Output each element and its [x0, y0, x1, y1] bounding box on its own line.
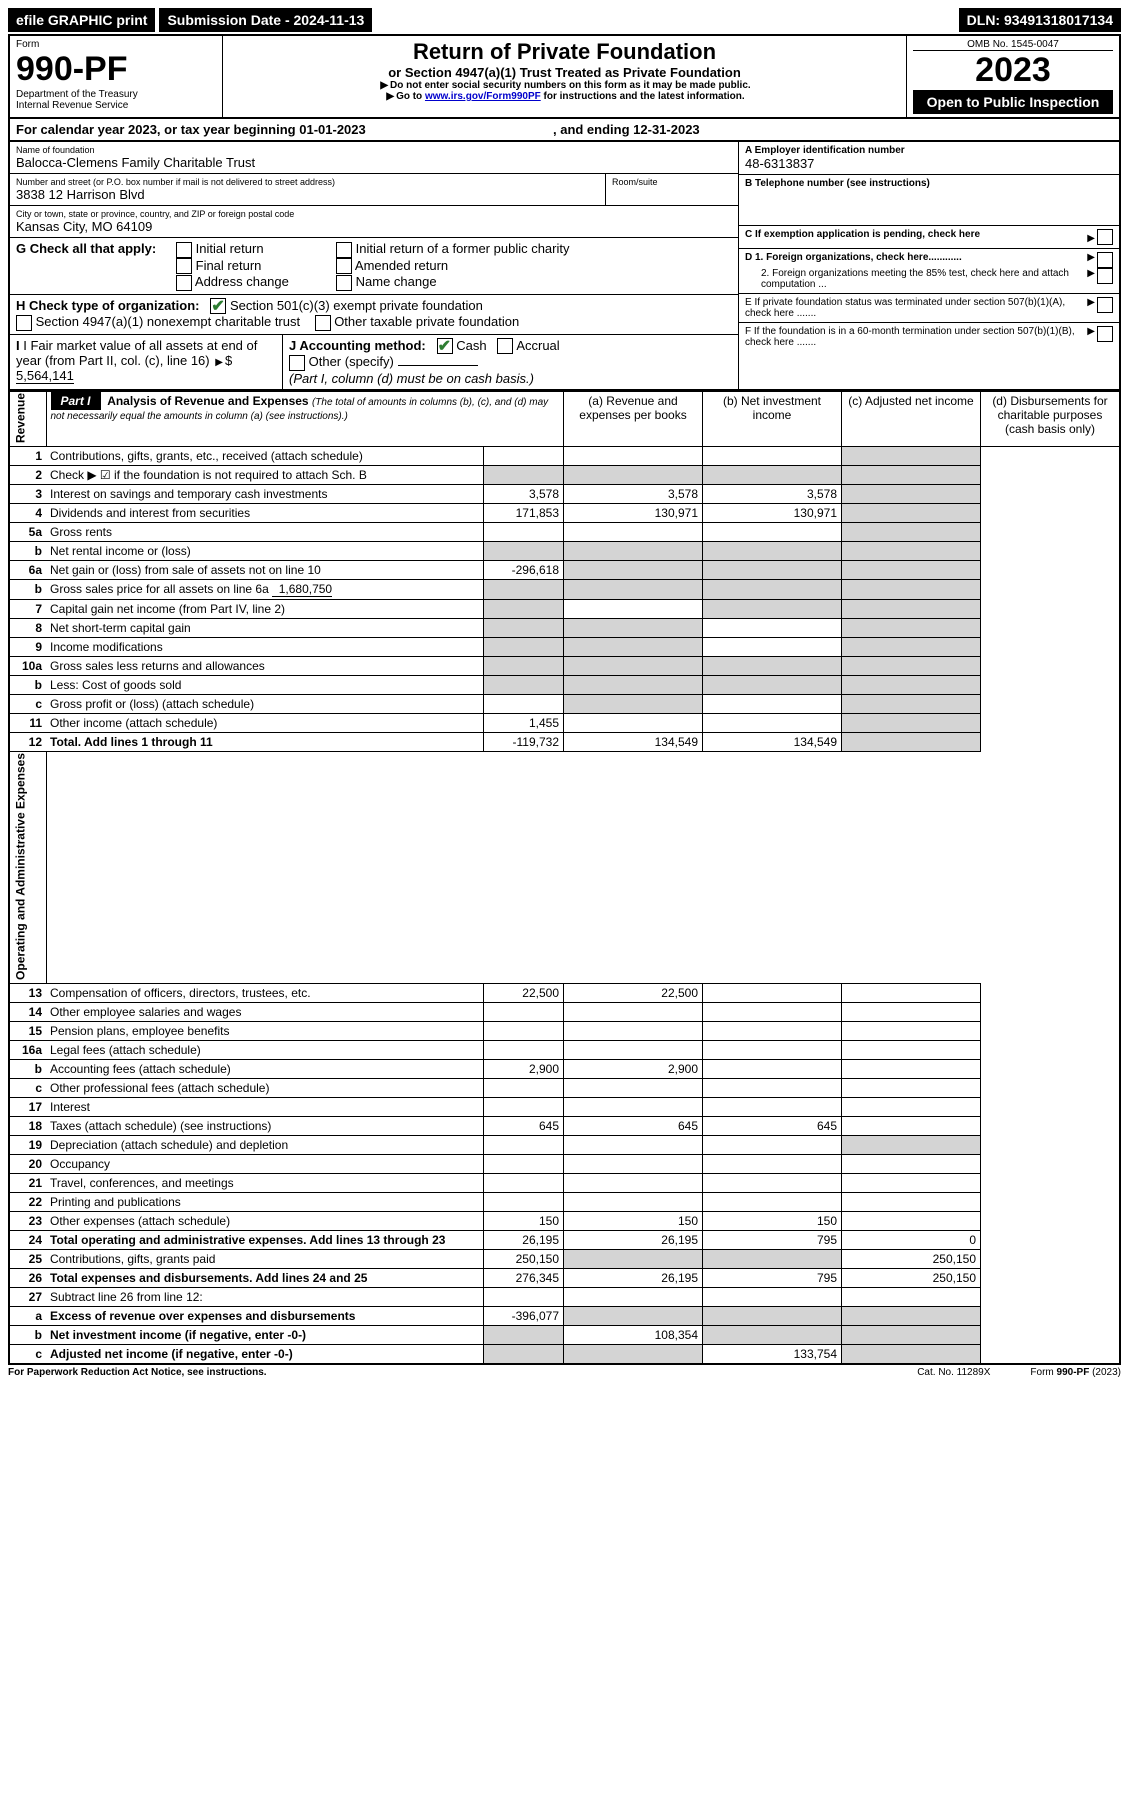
- initial-return-checkbox[interactable]: [176, 242, 192, 258]
- d1-checkbox[interactable]: [1097, 252, 1113, 268]
- table-row: bGross sales price for all assets on lin…: [9, 579, 1120, 599]
- table-row: 25Contributions, gifts, grants paid250,1…: [9, 1249, 1120, 1268]
- table-row: 9Income modifications: [9, 637, 1120, 656]
- fmv-value: 5,564,141: [16, 368, 74, 384]
- table-row: 23Other expenses (attach schedule)150150…: [9, 1211, 1120, 1230]
- other-taxable-checkbox[interactable]: [315, 315, 331, 331]
- city: Kansas City, MO 64109: [16, 219, 732, 234]
- table-row: bLess: Cost of goods sold: [9, 675, 1120, 694]
- tax-year: 2023: [913, 51, 1113, 90]
- h-org-type: H Check type of organization: Section 50…: [10, 295, 738, 335]
- col-c-header: (c) Adjusted net income: [842, 391, 981, 446]
- g-check-all: G Check all that apply: Initial return F…: [10, 238, 738, 295]
- page-footer: For Paperwork Reduction Act Notice, see …: [8, 1367, 1121, 1378]
- table-row: bNet investment income (if negative, ent…: [9, 1325, 1120, 1344]
- omb: OMB No. 1545-0047: [913, 39, 1113, 51]
- form-header: Form 990-PF Department of the Treasury I…: [8, 34, 1121, 119]
- table-row: 19Depreciation (attach schedule) and dep…: [9, 1135, 1120, 1154]
- form990pf-link[interactable]: www.irs.gov/Form990PF: [425, 91, 541, 102]
- c-checkbox[interactable]: [1097, 229, 1113, 245]
- other-accounting-checkbox[interactable]: [289, 355, 305, 371]
- table-row: 20Occupancy: [9, 1154, 1120, 1173]
- table-row: bAccounting fees (attach schedule)2,9002…: [9, 1059, 1120, 1078]
- table-row: 18Taxes (attach schedule) (see instructi…: [9, 1116, 1120, 1135]
- f-checkbox[interactable]: [1097, 326, 1113, 342]
- table-row: 21Travel, conferences, and meetings: [9, 1173, 1120, 1192]
- bullet1: Do not enter social security numbers on …: [390, 80, 751, 91]
- table-row: 12Total. Add lines 1 through 11-119,7321…: [9, 732, 1120, 751]
- cash-checkbox[interactable]: [437, 338, 453, 354]
- table-row: bNet rental income or (loss): [9, 541, 1120, 560]
- table-row: 3Interest on savings and temporary cash …: [9, 484, 1120, 503]
- entity-block: Name of foundation Balocca-Clemens Famil…: [8, 142, 1121, 391]
- table-row: 26Total expenses and disbursements. Add …: [9, 1268, 1120, 1287]
- table-row: cGross profit or (loss) (attach schedule…: [9, 694, 1120, 713]
- table-row: 7Capital gain net income (from Part IV, …: [9, 599, 1120, 618]
- table-row: 14Other employee salaries and wages: [9, 1002, 1120, 1021]
- name-change-checkbox[interactable]: [336, 275, 352, 291]
- table-row: 8Net short-term capital gain: [9, 618, 1120, 637]
- table-row: 4Dividends and interest from securities1…: [9, 503, 1120, 522]
- submission-date: Submission Date - 2024-11-13: [159, 8, 372, 32]
- table-row: 2Check ▶ ☑ if the foundation is not requ…: [9, 465, 1120, 484]
- form-number: 990-PF: [16, 50, 216, 89]
- table-row: 24Total operating and administrative exp…: [9, 1230, 1120, 1249]
- col-b-header: (b) Net investment income: [703, 391, 842, 446]
- open-public: Open to Public Inspection: [913, 90, 1113, 114]
- table-row: 16aLegal fees (attach schedule): [9, 1040, 1120, 1059]
- dept1: Department of the Treasury: [16, 89, 216, 100]
- col-d-header: (d) Disbursements for charitable purpose…: [981, 391, 1121, 446]
- accrual-checkbox[interactable]: [497, 338, 513, 354]
- address-change-checkbox[interactable]: [176, 275, 192, 291]
- form-subtitle: or Section 4947(a)(1) Trust Treated as P…: [229, 65, 900, 80]
- efile-label[interactable]: efile GRAPHIC print: [8, 8, 155, 32]
- revenue-label: Revenue: [9, 391, 46, 446]
- part1-label: Part I: [51, 392, 101, 410]
- table-row: 6aNet gain or (loss) from sale of assets…: [9, 560, 1120, 579]
- table-row: cOther professional fees (attach schedul…: [9, 1078, 1120, 1097]
- d2-checkbox[interactable]: [1097, 268, 1113, 284]
- table-row: 11Other income (attach schedule)1,455: [9, 713, 1120, 732]
- e-checkbox[interactable]: [1097, 297, 1113, 313]
- initial-former-checkbox[interactable]: [336, 242, 352, 258]
- amended-return-checkbox[interactable]: [336, 258, 352, 274]
- calendar-year-line: For calendar year 2023, or tax year begi…: [8, 119, 1121, 142]
- form-title: Return of Private Foundation: [229, 39, 900, 65]
- table-row: 1Contributions, gifts, grants, etc., rec…: [9, 446, 1120, 465]
- table-row: 10aGross sales less returns and allowanc…: [9, 656, 1120, 675]
- dept2: Internal Revenue Service: [16, 100, 216, 111]
- expenses-label: Operating and Administrative Expenses: [9, 751, 46, 983]
- table-row: 5aGross rents: [9, 522, 1120, 541]
- table-row: 17Interest: [9, 1097, 1120, 1116]
- table-row: 13Compensation of officers, directors, t…: [9, 983, 1120, 1002]
- col-a-header: (a) Revenue and expenses per books: [564, 391, 703, 446]
- part1-table: Revenue Part I Analysis of Revenue and E…: [8, 391, 1121, 1365]
- street: 3838 12 Harrison Blvd: [16, 187, 599, 202]
- foundation-name: Balocca-Clemens Family Charitable Trust: [16, 155, 732, 170]
- 4947a1-checkbox[interactable]: [16, 315, 32, 331]
- form-word: Form: [16, 39, 216, 50]
- table-row: cAdjusted net income (if negative, enter…: [9, 1344, 1120, 1364]
- table-row: 27Subtract line 26 from line 12:: [9, 1287, 1120, 1306]
- table-row: aExcess of revenue over expenses and dis…: [9, 1306, 1120, 1325]
- table-row: 15Pension plans, employee benefits: [9, 1021, 1120, 1040]
- 501c3-checkbox[interactable]: [210, 298, 226, 314]
- table-row: 22Printing and publications: [9, 1192, 1120, 1211]
- top-bar: efile GRAPHIC print Submission Date - 20…: [8, 8, 1121, 32]
- final-return-checkbox[interactable]: [176, 258, 192, 274]
- ein: 48-6313837: [745, 156, 1113, 171]
- dln: DLN: 93491318017134: [959, 8, 1121, 32]
